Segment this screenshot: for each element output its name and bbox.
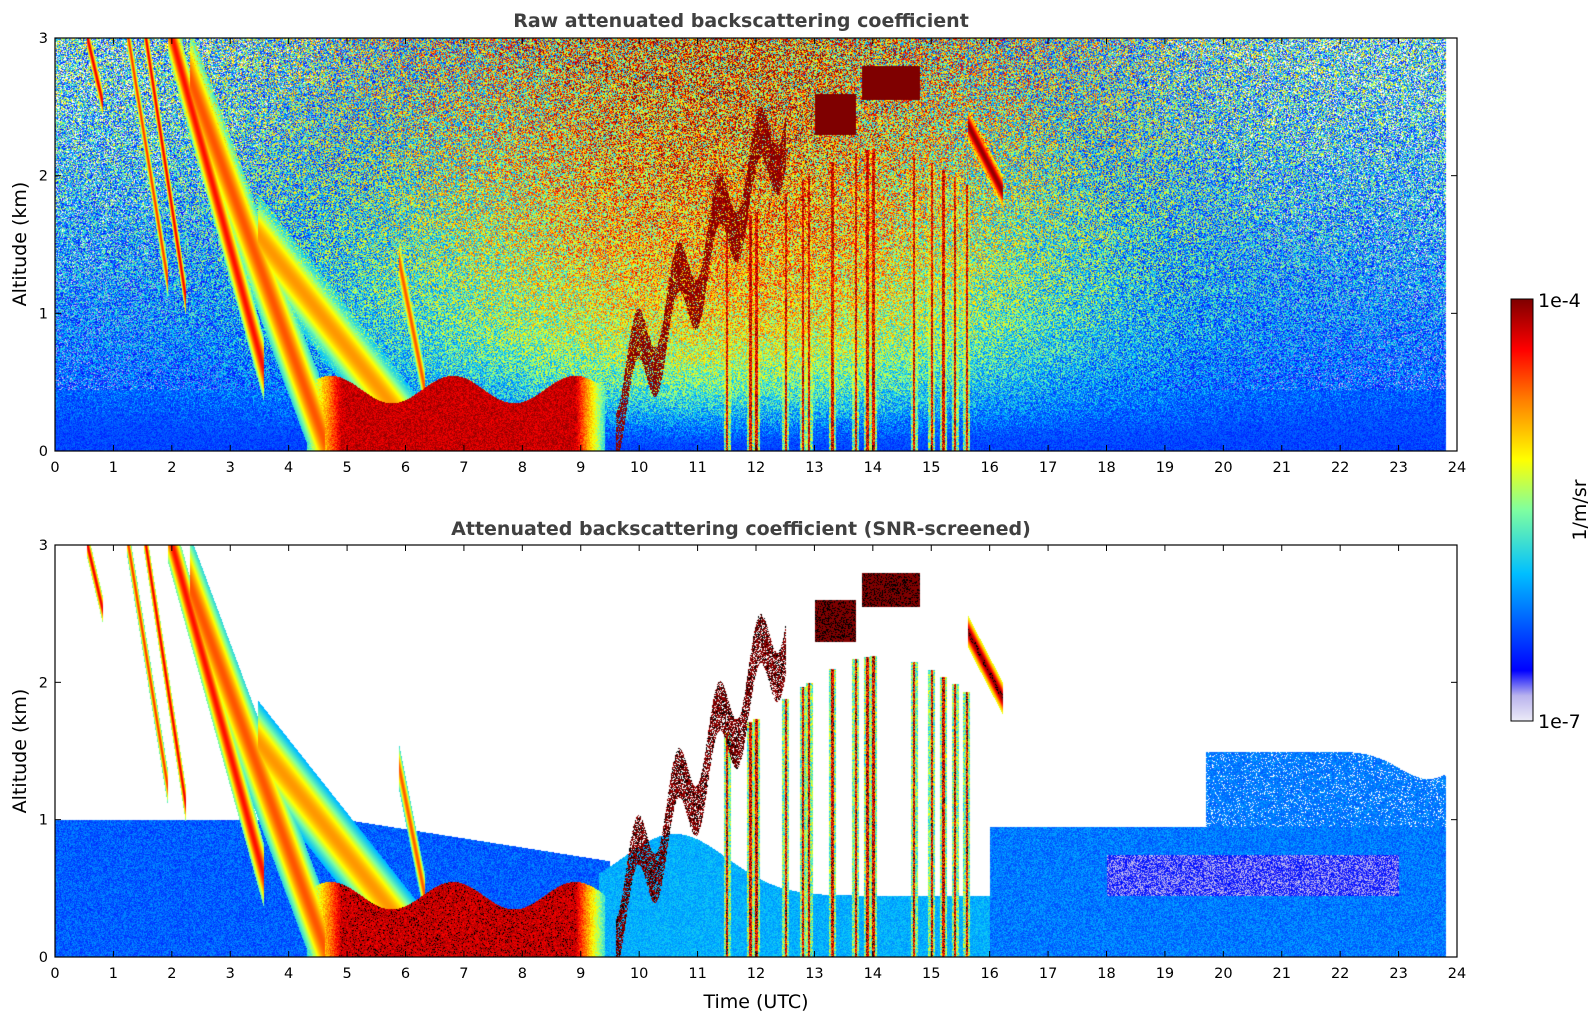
ylabel-screened: Altitude (km) [9, 689, 31, 814]
x-tick-label: 9 [576, 460, 585, 476]
x-tick-label: 3 [226, 460, 235, 476]
x-tick-label: 15 [922, 460, 940, 476]
x-tick-label: 17 [1039, 966, 1057, 982]
x-tick-label: 19 [1156, 460, 1174, 476]
x-tick-label: 12 [747, 966, 765, 982]
x-tick-label: 9 [576, 966, 585, 982]
x-tick-label: 10 [630, 460, 648, 476]
x-tick-label: 13 [805, 966, 823, 982]
x-tick-label: 5 [342, 966, 351, 982]
x-tick-label: 14 [864, 460, 882, 476]
x-tick-label: 6 [401, 966, 410, 982]
x-tick-label: 5 [342, 460, 351, 476]
y-axis-raw: 0 1 2 3 [39, 31, 1457, 460]
x-tick-label: 15 [922, 966, 940, 982]
x-tick-label: 11 [688, 966, 706, 982]
x-tick-label: 11 [688, 460, 706, 476]
colorbar-unit-label: 1/m/sr [1569, 479, 1591, 540]
x-tick-label: 14 [864, 966, 882, 982]
colorbar-gradient [1510, 298, 1534, 722]
x-tick-label: 4 [284, 966, 293, 982]
x-tick-label: 17 [1039, 460, 1057, 476]
x-tick-label: 20 [1214, 966, 1232, 982]
x-tick-label: 2 [167, 460, 176, 476]
x-tick-label: 16 [980, 966, 998, 982]
x-tick-label: 1 [109, 460, 118, 476]
x-tick-label: 8 [518, 460, 527, 476]
x-tick-label: 2 [167, 966, 176, 982]
x-tick-label: 21 [1273, 460, 1291, 476]
x-tick-label: 8 [518, 966, 527, 982]
y-tick-label: 1 [39, 306, 48, 322]
y-axis-screened: 0 1 2 3 [39, 538, 1457, 966]
x-tick-label: 20 [1214, 460, 1232, 476]
y-tick-label: 2 [39, 675, 48, 691]
x-tick-label: 6 [401, 460, 410, 476]
colorbar-max-label: 1e-4 [1538, 290, 1581, 312]
x-tick-label: 23 [1389, 966, 1407, 982]
x-tick-label: 21 [1273, 966, 1291, 982]
x-tick-label: 1 [109, 966, 118, 982]
x-tick-label: 0 [50, 966, 59, 982]
y-tick-label: 3 [39, 538, 48, 554]
x-tick-label: 4 [284, 460, 293, 476]
x-tick-label: 7 [459, 966, 468, 982]
heatmap-raw [55, 38, 1457, 451]
y-tick-label: 1 [39, 813, 48, 829]
x-tick-label: 24 [1448, 460, 1466, 476]
x-tick-label: 24 [1448, 966, 1466, 982]
colorbar: 1e-4 1e-7 1/m/sr [1510, 290, 1591, 733]
y-tick-label: 0 [39, 444, 48, 460]
panel-raw: Raw attenuated backscattering coefficien… [9, 10, 1466, 476]
y-tick-label: 2 [39, 169, 48, 185]
x-axis-raw: 0 1 2 3 4 5 6 7 8 9 10 11 12 13 14 15 16 17 18 19 20 21 22 23 24 [50, 38, 1466, 476]
x-tick-label: 12 [747, 460, 765, 476]
x-tick-label: 0 [50, 460, 59, 476]
colorbar-min-label: 1e-7 [1538, 711, 1581, 733]
y-tick-label: 0 [39, 950, 48, 966]
x-tick-label: 10 [630, 966, 648, 982]
x-axis-screened: 0 1 2 3 4 5 6 7 8 9 10 11 12 13 14 15 16 17 18 19 20 21 22 23 24 [50, 545, 1466, 982]
chart-title-screened: Attenuated backscattering coefficient (S… [451, 518, 1031, 540]
x-tick-label: 23 [1389, 460, 1407, 476]
y-tick-label: 3 [39, 31, 48, 47]
x-tick-label: 22 [1331, 460, 1349, 476]
x-tick-label: 18 [1097, 966, 1115, 982]
x-tick-label: 3 [226, 966, 235, 982]
panel-screened: Attenuated backscattering coefficient (S… [9, 518, 1466, 1013]
xlabel-time: Time (UTC) [702, 991, 808, 1013]
ylabel-raw: Altitude (km) [9, 182, 31, 307]
x-tick-label: 7 [459, 460, 468, 476]
chart-title-raw: Raw attenuated backscattering coefficien… [513, 10, 969, 32]
x-tick-label: 19 [1156, 966, 1174, 982]
x-tick-label: 13 [805, 460, 823, 476]
heatmap-screened [55, 545, 1457, 957]
x-tick-label: 22 [1331, 966, 1349, 982]
x-tick-label: 16 [980, 460, 998, 476]
x-tick-label: 18 [1097, 460, 1115, 476]
